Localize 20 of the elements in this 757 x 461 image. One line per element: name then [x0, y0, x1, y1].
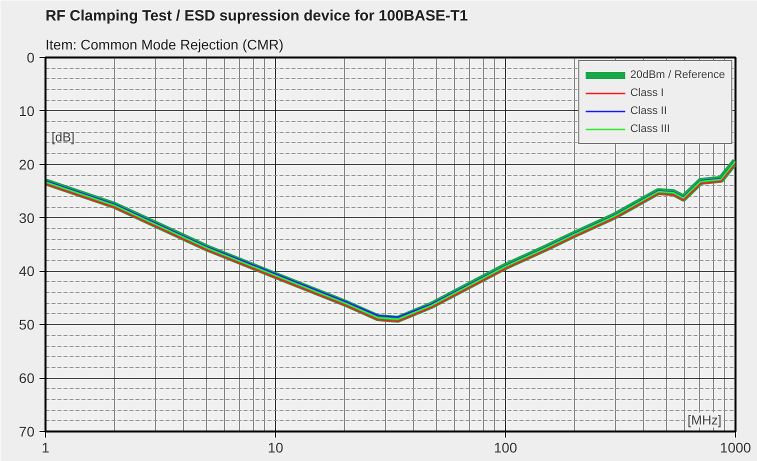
x-tick-label: 100	[494, 440, 518, 456]
chart-subtitle: Item: Common Mode Rejection (CMR)	[46, 36, 284, 52]
x-tick-label: 10	[268, 440, 284, 456]
y-tick-label: 0	[26, 50, 35, 66]
y-tick-label: 40	[18, 263, 35, 280]
legend-label: Class III	[630, 122, 670, 137]
legend-label: Class I	[630, 86, 664, 101]
y-tick-label: 50	[18, 316, 35, 333]
chart-title: RF Clamping Test / ESD supression device for 100BASE-T1	[46, 8, 468, 24]
y-tick-label: 10	[18, 102, 35, 119]
x-axis-title: [MHz]	[688, 412, 722, 428]
legend-label: 20dBm / Reference	[630, 68, 725, 83]
legend-label: Class II	[630, 104, 667, 119]
y-axis-title: [dB]	[52, 130, 75, 144]
y-tick-label: 30	[18, 210, 35, 226]
x-tick-label: 1	[42, 440, 50, 456]
y-tick-label: 60	[18, 370, 35, 386]
y-tick-label: 20	[18, 156, 35, 172]
x-tick-label: 1000	[720, 440, 752, 456]
y-tick-label: 70	[18, 424, 35, 440]
